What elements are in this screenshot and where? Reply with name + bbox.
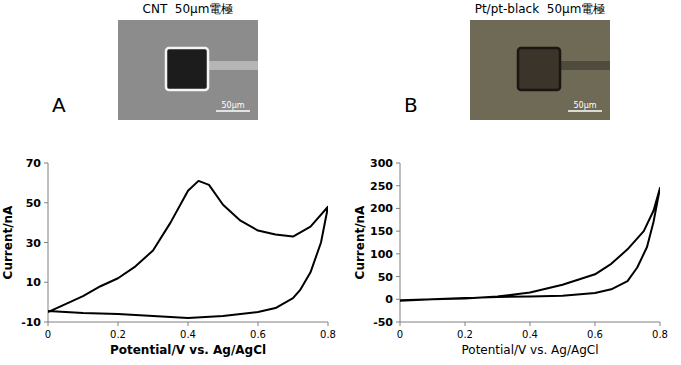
electrode [518, 48, 560, 90]
cv-curve [48, 181, 328, 318]
panel-label: B [404, 93, 418, 117]
x-tick [328, 322, 329, 326]
panel: A CNT 50μm電極 50μm -10 10 30 50 70 0 0.2 0.4 0.6 0.8 P… [1, 2, 336, 357]
y-axis-title: Current/nA [353, 205, 367, 280]
x-tick [465, 322, 466, 326]
electrode [166, 48, 208, 90]
y-tick-label: 0 [385, 293, 393, 306]
x-axis-title: Potential/V vs. Ag/AgCl [110, 343, 266, 357]
y-tick-label: 10 [26, 276, 42, 289]
micrograph [470, 20, 610, 120]
y-tick-label: 300 [370, 157, 393, 170]
y-axis-title: Current/nA [1, 205, 15, 280]
x-tick-label: 0.6 [587, 329, 603, 340]
y-tick [396, 253, 400, 254]
plot-area [400, 188, 660, 301]
scale-label: 50μm [221, 101, 244, 110]
micrograph [118, 20, 258, 120]
x-tick-label: 0.4 [180, 329, 196, 340]
y-tick [396, 322, 400, 323]
y-tick [396, 208, 400, 209]
y-tick [396, 231, 400, 232]
x-tick-label: 0.4 [522, 329, 538, 340]
y-tick [44, 202, 48, 203]
panel-title: Pt/pt-black 50μm電極 [475, 2, 606, 16]
y-tick [396, 299, 400, 300]
y-tick-label: 70 [26, 157, 42, 170]
x-tick-label: 0.2 [110, 329, 126, 340]
y-tick [396, 276, 400, 277]
scale-label: 50μm [573, 101, 596, 110]
y-tick-label: 100 [370, 248, 393, 261]
cv-curve [400, 188, 660, 301]
y-tick-label: 50 [26, 197, 42, 210]
y-axis [400, 163, 401, 322]
x-tick-label: 0.6 [250, 329, 266, 340]
y-tick-label: 200 [370, 202, 393, 215]
y-tick [44, 242, 48, 243]
y-tick-label: -10 [21, 316, 41, 329]
x-tick [400, 322, 401, 326]
y-tick [44, 322, 48, 323]
panel: B Pt/pt-black 50μm電極 50μm -50 0 50 100 150 200 25… [353, 2, 668, 357]
figure: A CNT 50μm電極 50μm -10 10 30 50 70 0 0.2 0.4 0.6 0.8 P… [0, 0, 681, 365]
x-tick-label: 0 [45, 329, 51, 340]
x-tick-label: 0 [397, 329, 403, 340]
y-tick [44, 163, 48, 164]
y-tick [396, 185, 400, 186]
plot-area [48, 181, 328, 318]
y-tick-label: 150 [370, 225, 393, 238]
electrode-lead [208, 61, 258, 70]
x-tick-label: 0.2 [457, 329, 473, 340]
panel-title: CNT 50μm電極 [143, 2, 234, 16]
panel-label: A [52, 93, 66, 117]
x-tick [48, 322, 49, 326]
y-tick-label: 30 [26, 237, 42, 250]
x-tick [660, 322, 661, 326]
electrode-lead [560, 61, 610, 70]
x-tick [188, 322, 189, 326]
scale-bar [216, 110, 250, 112]
x-tick-label: 0.8 [652, 329, 668, 340]
y-tick-label: -50 [373, 316, 393, 329]
x-tick-label: 0.8 [320, 329, 336, 340]
x-tick [530, 322, 531, 326]
y-tick-label: 250 [370, 180, 393, 193]
x-tick [258, 322, 259, 326]
y-tick [396, 163, 400, 164]
x-axis-title: Potential/V vs. Ag/AgCl [461, 343, 598, 357]
x-tick [118, 322, 119, 326]
y-tick-label: 50 [378, 271, 394, 284]
x-tick [595, 322, 596, 326]
y-tick [44, 282, 48, 283]
scale-bar [568, 110, 602, 112]
